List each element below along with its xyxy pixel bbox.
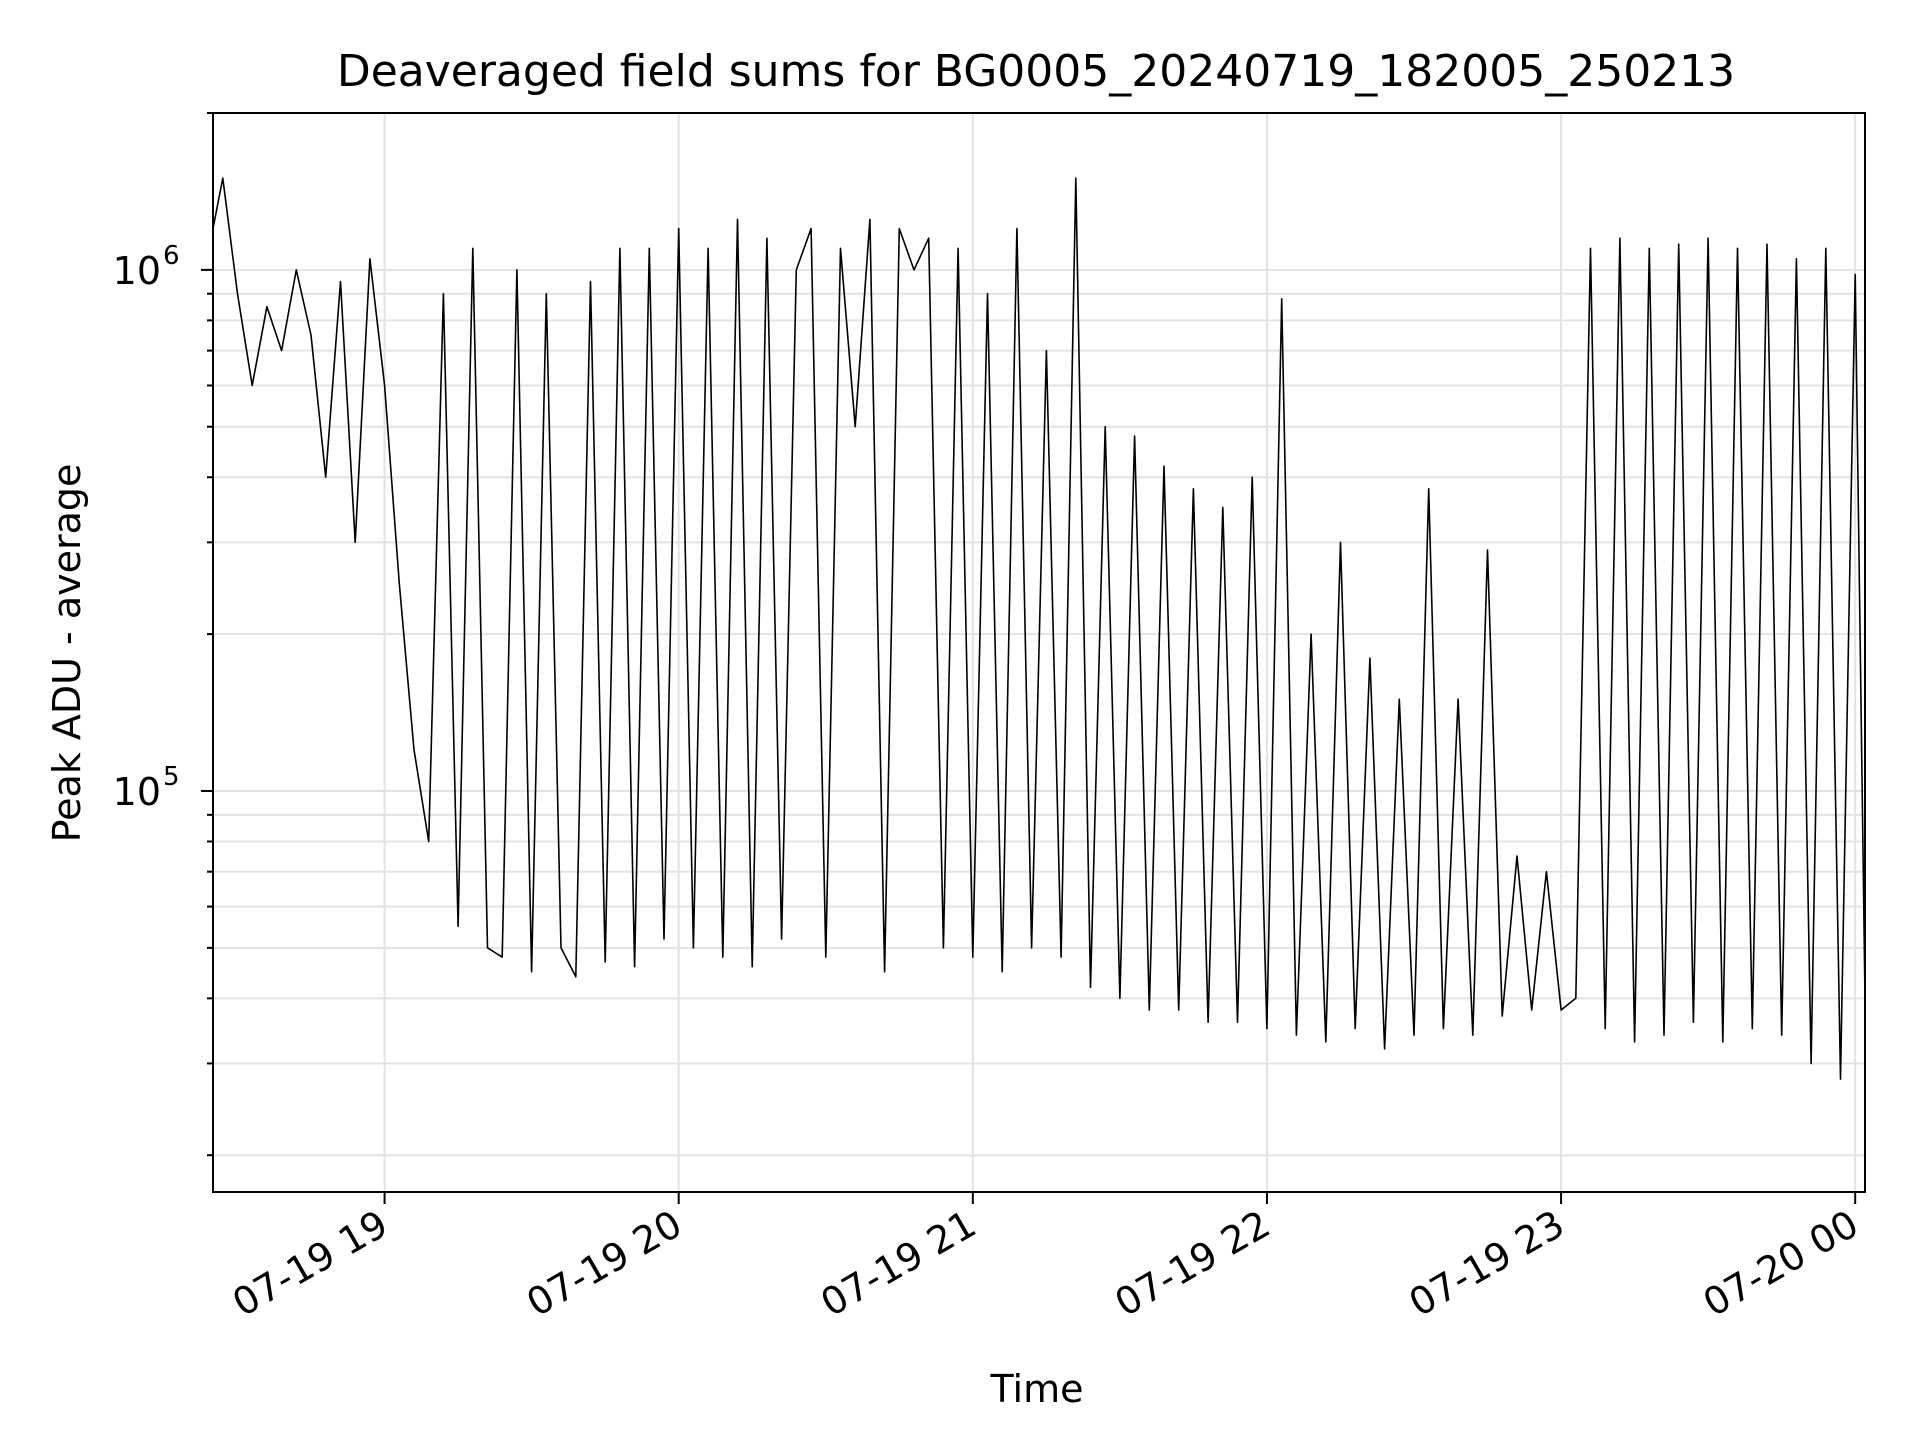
x-axis-label: Time [990,1367,1084,1411]
x-axis: 07-19 19 07-19 20 07-19 21 07-19 22 07-19 23… [225,1192,1866,1325]
x-tick-label: 07-20 00 [1696,1202,1866,1326]
y-axis-label: Peak ADU - average [45,464,89,843]
chart-title: Deaveraged field sums for BG0005_2024071… [337,46,1735,97]
x-tick-label: 07-19 20 [519,1202,689,1326]
y-tick-exponent: 6 [163,241,180,271]
x-tick-label: 07-19 19 [225,1202,395,1326]
plot-frame [212,112,1866,1193]
x-tick-label: 07-19 22 [1107,1202,1277,1326]
x-tick-label: 07-19 23 [1402,1202,1572,1326]
y-tick-label: 10 [113,249,161,293]
x-tick-label: 07-19 21 [813,1202,983,1326]
y-tick-label: 10 [113,770,161,814]
series-line [213,177,1865,1080]
y-tick-exponent: 5 [163,762,180,792]
